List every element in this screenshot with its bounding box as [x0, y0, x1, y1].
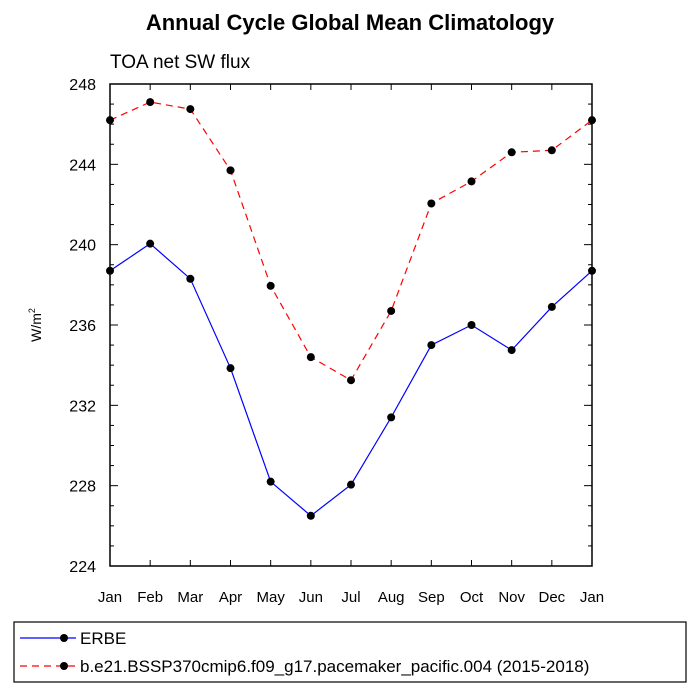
chart-title: Annual Cycle Global Mean Climatology [146, 10, 555, 35]
legend: ERBE b.e21.BSSP370cmip6.f09_g17.pacemaker… [13, 621, 687, 683]
plot-area: Jan Feb Mar Apr May Jun Jul Aug Sep Oct Nov Dec Jan2… [69, 77, 604, 606]
x-tick-label: Aug [378, 589, 405, 606]
data-point-series-2 [266, 281, 275, 290]
data-point-series-1 [146, 239, 155, 248]
x-tick-label: Apr [219, 589, 242, 606]
data-point-series-2 [306, 353, 315, 362]
x-tick-label: Jan [98, 589, 122, 606]
x-tick-label: Oct [460, 589, 484, 606]
legend-marker-2 [60, 662, 68, 670]
y-axis-label-text: W/m [28, 313, 44, 342]
x-tick-label: Feb [137, 589, 163, 606]
series-line-2 [109, 101, 593, 382]
y-tick-label: 228 [69, 479, 96, 496]
y-axis-label-superscript: 2 [27, 308, 37, 313]
y-axis-label: W/m2 [27, 308, 44, 342]
x-tick-label: Jan [580, 589, 604, 606]
data-point-series-1 [387, 413, 396, 422]
data-point-series-2 [146, 98, 155, 107]
legend-label-2: b.e21.BSSP370cmip6.f09_g17.pacemaker_pac… [80, 657, 589, 676]
data-point-series-1 [547, 302, 556, 311]
data-point-series-1 [588, 266, 596, 275]
data-point-series-1 [507, 346, 516, 355]
data-point-series-1 [427, 341, 436, 350]
y-tick-label: 248 [69, 77, 96, 94]
data-point-series-1 [467, 321, 476, 329]
y-tick-label: 224 [69, 559, 96, 576]
y-tick-label: 240 [69, 238, 96, 255]
data-point-series-2 [547, 146, 556, 155]
data-point-series-2 [226, 166, 235, 175]
legend-box [13, 621, 687, 683]
plot-frame [109, 83, 593, 567]
x-tick-label: Dec [538, 589, 565, 606]
data-point-series-2 [588, 116, 596, 125]
legend-marker-1 [60, 634, 68, 642]
x-tick-label: Nov [498, 589, 525, 606]
data-point-series-1 [266, 477, 275, 486]
y-tick-label: 244 [69, 157, 96, 174]
data-point-series-1 [226, 364, 235, 373]
data-point-series-2 [507, 148, 516, 157]
data-point-series-2 [387, 306, 396, 315]
x-tick-label: Sep [418, 589, 445, 606]
x-tick-label: Jun [299, 589, 323, 606]
data-point-series-1 [106, 266, 114, 275]
x-tick-label: Mar [177, 589, 203, 606]
data-point-series-1 [347, 480, 355, 489]
data-point-series-2 [427, 199, 436, 208]
y-tick-label: 232 [69, 398, 96, 415]
data-point-series-2 [467, 177, 476, 186]
x-tick-label: May [256, 589, 285, 606]
legend-label-1: ERBE [80, 629, 126, 648]
chart-subtitle: TOA net SW flux [110, 52, 251, 73]
data-point-series-1 [186, 274, 195, 283]
data-point-series-2 [186, 105, 195, 114]
y-tick-label: 236 [69, 318, 96, 335]
data-point-series-1 [306, 511, 315, 520]
data-point-series-2 [106, 116, 114, 125]
x-tick-label: Jul [341, 589, 360, 606]
data-point-series-2 [347, 376, 355, 385]
